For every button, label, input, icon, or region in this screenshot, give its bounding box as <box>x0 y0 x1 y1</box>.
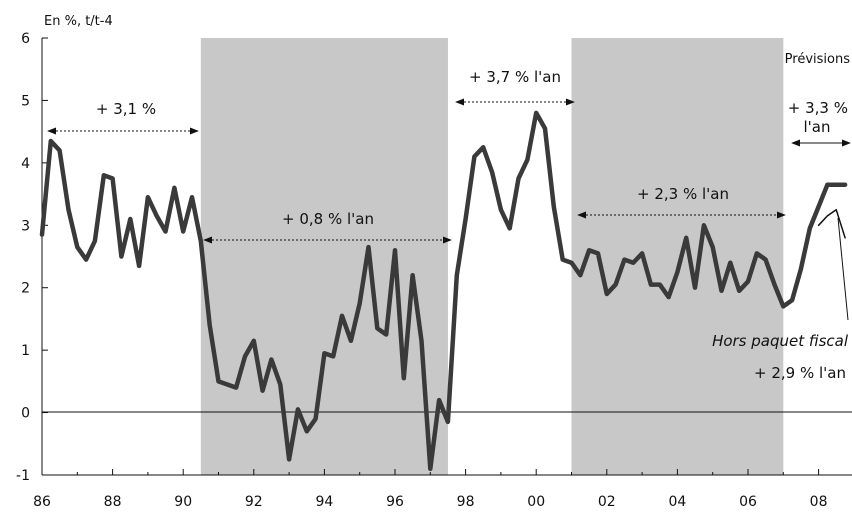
y-tick-label: 2 <box>21 281 30 297</box>
label-hors-paquet: Hors paquet fiscal <box>712 332 849 350</box>
y-ticks: -1 0 1 2 3 4 5 6 <box>16 31 48 484</box>
x-tick-label: 96 <box>386 494 404 510</box>
x-tick-label: 88 <box>104 494 122 510</box>
y-tick-label: 3 <box>21 218 30 234</box>
x-tick-label: 04 <box>668 494 686 510</box>
shaded-periods <box>200 38 784 475</box>
label-forecast: + 3,3 % <box>788 99 848 117</box>
label-98-00: + 3,7 % l'an <box>469 68 561 86</box>
series-lines <box>39 110 848 472</box>
unit-label: En %, t/t-4 <box>44 14 113 29</box>
x-tick-label: 92 <box>245 494 263 510</box>
y-tick-label: -1 <box>16 468 30 484</box>
x-tick-label: 06 <box>739 494 757 510</box>
label-forecast-2: l'an <box>804 118 831 136</box>
series-line <box>39 110 848 472</box>
x-tick-label: 98 <box>457 494 475 510</box>
label-01-06: + 2,3 % l'an <box>637 185 729 203</box>
y-tick-label: 0 <box>21 406 30 422</box>
y-tick-label: 1 <box>21 343 30 359</box>
x-tick-label: 86 <box>33 494 51 510</box>
x-tick-label: 94 <box>315 494 333 510</box>
y-tick-label: 5 <box>21 93 30 109</box>
x-ticks: 86 88 90 92 94 96 98 00 02 04 06 08 <box>33 469 828 510</box>
shaded-period <box>571 38 784 475</box>
series-line <box>817 208 846 239</box>
label-86-90: + 3,1 % <box>96 100 156 118</box>
label-91-97: + 0,8 % l'an <box>282 210 374 228</box>
y-tick-label: 4 <box>21 156 30 172</box>
pointer-hors-paquet <box>837 217 849 321</box>
x-tick-label: 00 <box>527 494 545 510</box>
label-previsions: Prévisions <box>785 52 851 67</box>
shaded-period <box>200 38 448 475</box>
x-tick-label: 90 <box>174 494 192 510</box>
x-tick-label: 02 <box>598 494 616 510</box>
y-tick-label: 6 <box>21 31 30 47</box>
label-hors-paquet-value: + 2,9 % l'an <box>754 364 846 382</box>
x-tick-label: 08 <box>810 494 828 510</box>
